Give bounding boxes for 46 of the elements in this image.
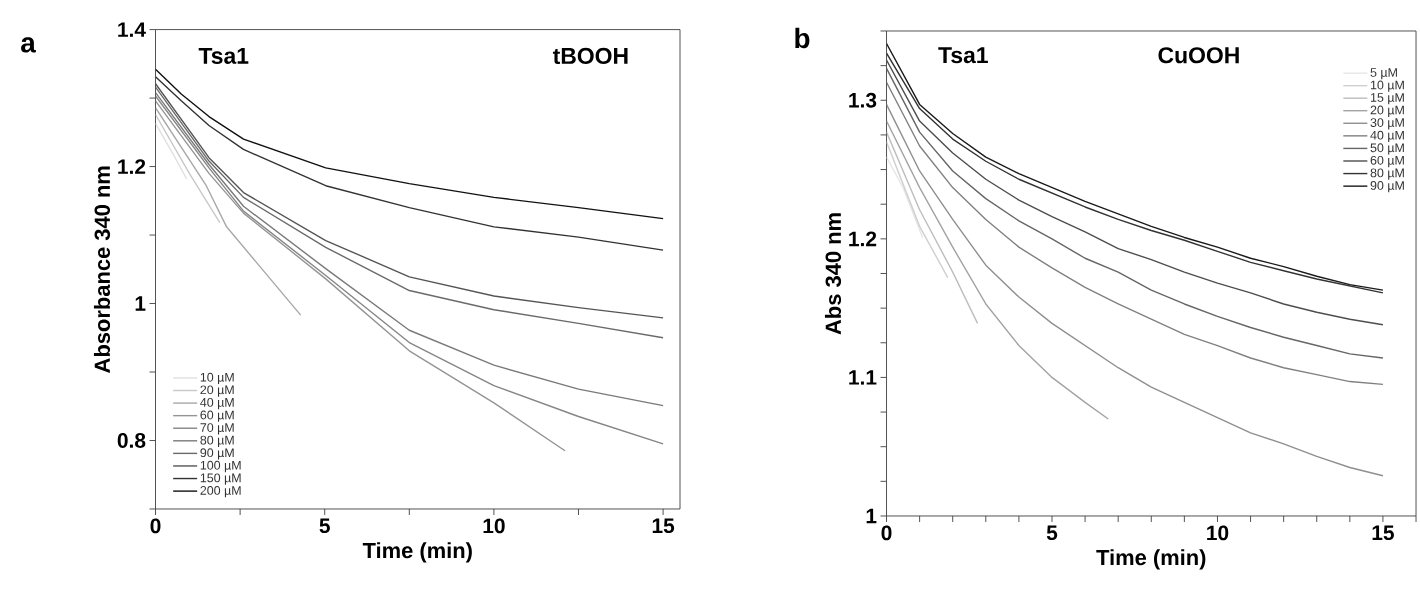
y-tick-label: 0.8 bbox=[117, 433, 146, 448]
legend-label: 10 µM bbox=[1370, 80, 1404, 92]
y-tick-label: 1.2 bbox=[118, 159, 146, 174]
y-axis-title: Abs 340 nm bbox=[824, 213, 842, 335]
y-tick-label: 1.3 bbox=[849, 92, 877, 108]
x-axis-title: Time (min) bbox=[362, 542, 472, 563]
y-tick-label: 1.4 bbox=[118, 22, 146, 37]
legend-label: 5 µM bbox=[1370, 68, 1397, 80]
legend-label: 20 µM bbox=[200, 385, 234, 397]
y-tick-label: 1.2 bbox=[849, 231, 877, 247]
legend-label: 15 µM bbox=[1370, 93, 1404, 105]
legend-label: 60 µM bbox=[1370, 155, 1404, 168]
x-tick-label: 5 bbox=[319, 518, 330, 534]
y-axis-title: Absorbance 340 nm bbox=[93, 166, 111, 373]
x-tick-label: 10 bbox=[483, 518, 505, 534]
x-tick-label: 10 bbox=[1207, 525, 1229, 541]
text: a bbox=[21, 37, 36, 53]
x-tick-label: 0 bbox=[150, 518, 161, 534]
legend-label: 70 µM bbox=[200, 423, 234, 435]
legend-label: 100 µM bbox=[200, 460, 241, 473]
legend-label: 20 µM bbox=[1370, 105, 1404, 117]
x-tick-label: 0 bbox=[881, 525, 892, 541]
annotation: Tsa1 bbox=[198, 47, 249, 64]
legend-label: 80 µM bbox=[1370, 168, 1404, 180]
legend-label: 50 µM bbox=[1370, 143, 1404, 155]
legend-label: 40 µM bbox=[1370, 130, 1404, 143]
legend-label: 90 µM bbox=[200, 448, 234, 460]
x-tick-label: 5 bbox=[1046, 525, 1058, 541]
annotation: CuOOH bbox=[1158, 47, 1239, 64]
legend-label: 80 µM bbox=[200, 435, 234, 447]
y-tick-label: 1 bbox=[135, 296, 146, 311]
y-tick-label: 1 bbox=[866, 508, 877, 524]
legend-label: 90 µM bbox=[1370, 181, 1404, 193]
text: b bbox=[795, 27, 810, 49]
y-tick-label: 1.1 bbox=[849, 370, 877, 385]
annotation: Tsa1 bbox=[938, 47, 988, 64]
legend-label: 150 µM bbox=[200, 473, 241, 485]
x-tick-label: 15 bbox=[652, 518, 675, 534]
x-tick-label: 15 bbox=[1372, 525, 1394, 541]
annotation: tBOOH bbox=[552, 47, 628, 65]
legend-label: 60 µM bbox=[200, 410, 234, 422]
legend-label: 30 µM bbox=[1370, 118, 1404, 130]
legend-label: 40 µM bbox=[200, 398, 234, 410]
legend-label: 10 µM bbox=[200, 372, 234, 385]
legend-label: 200 µM bbox=[200, 486, 241, 498]
x-axis-title: Time (min) bbox=[1096, 549, 1206, 570]
